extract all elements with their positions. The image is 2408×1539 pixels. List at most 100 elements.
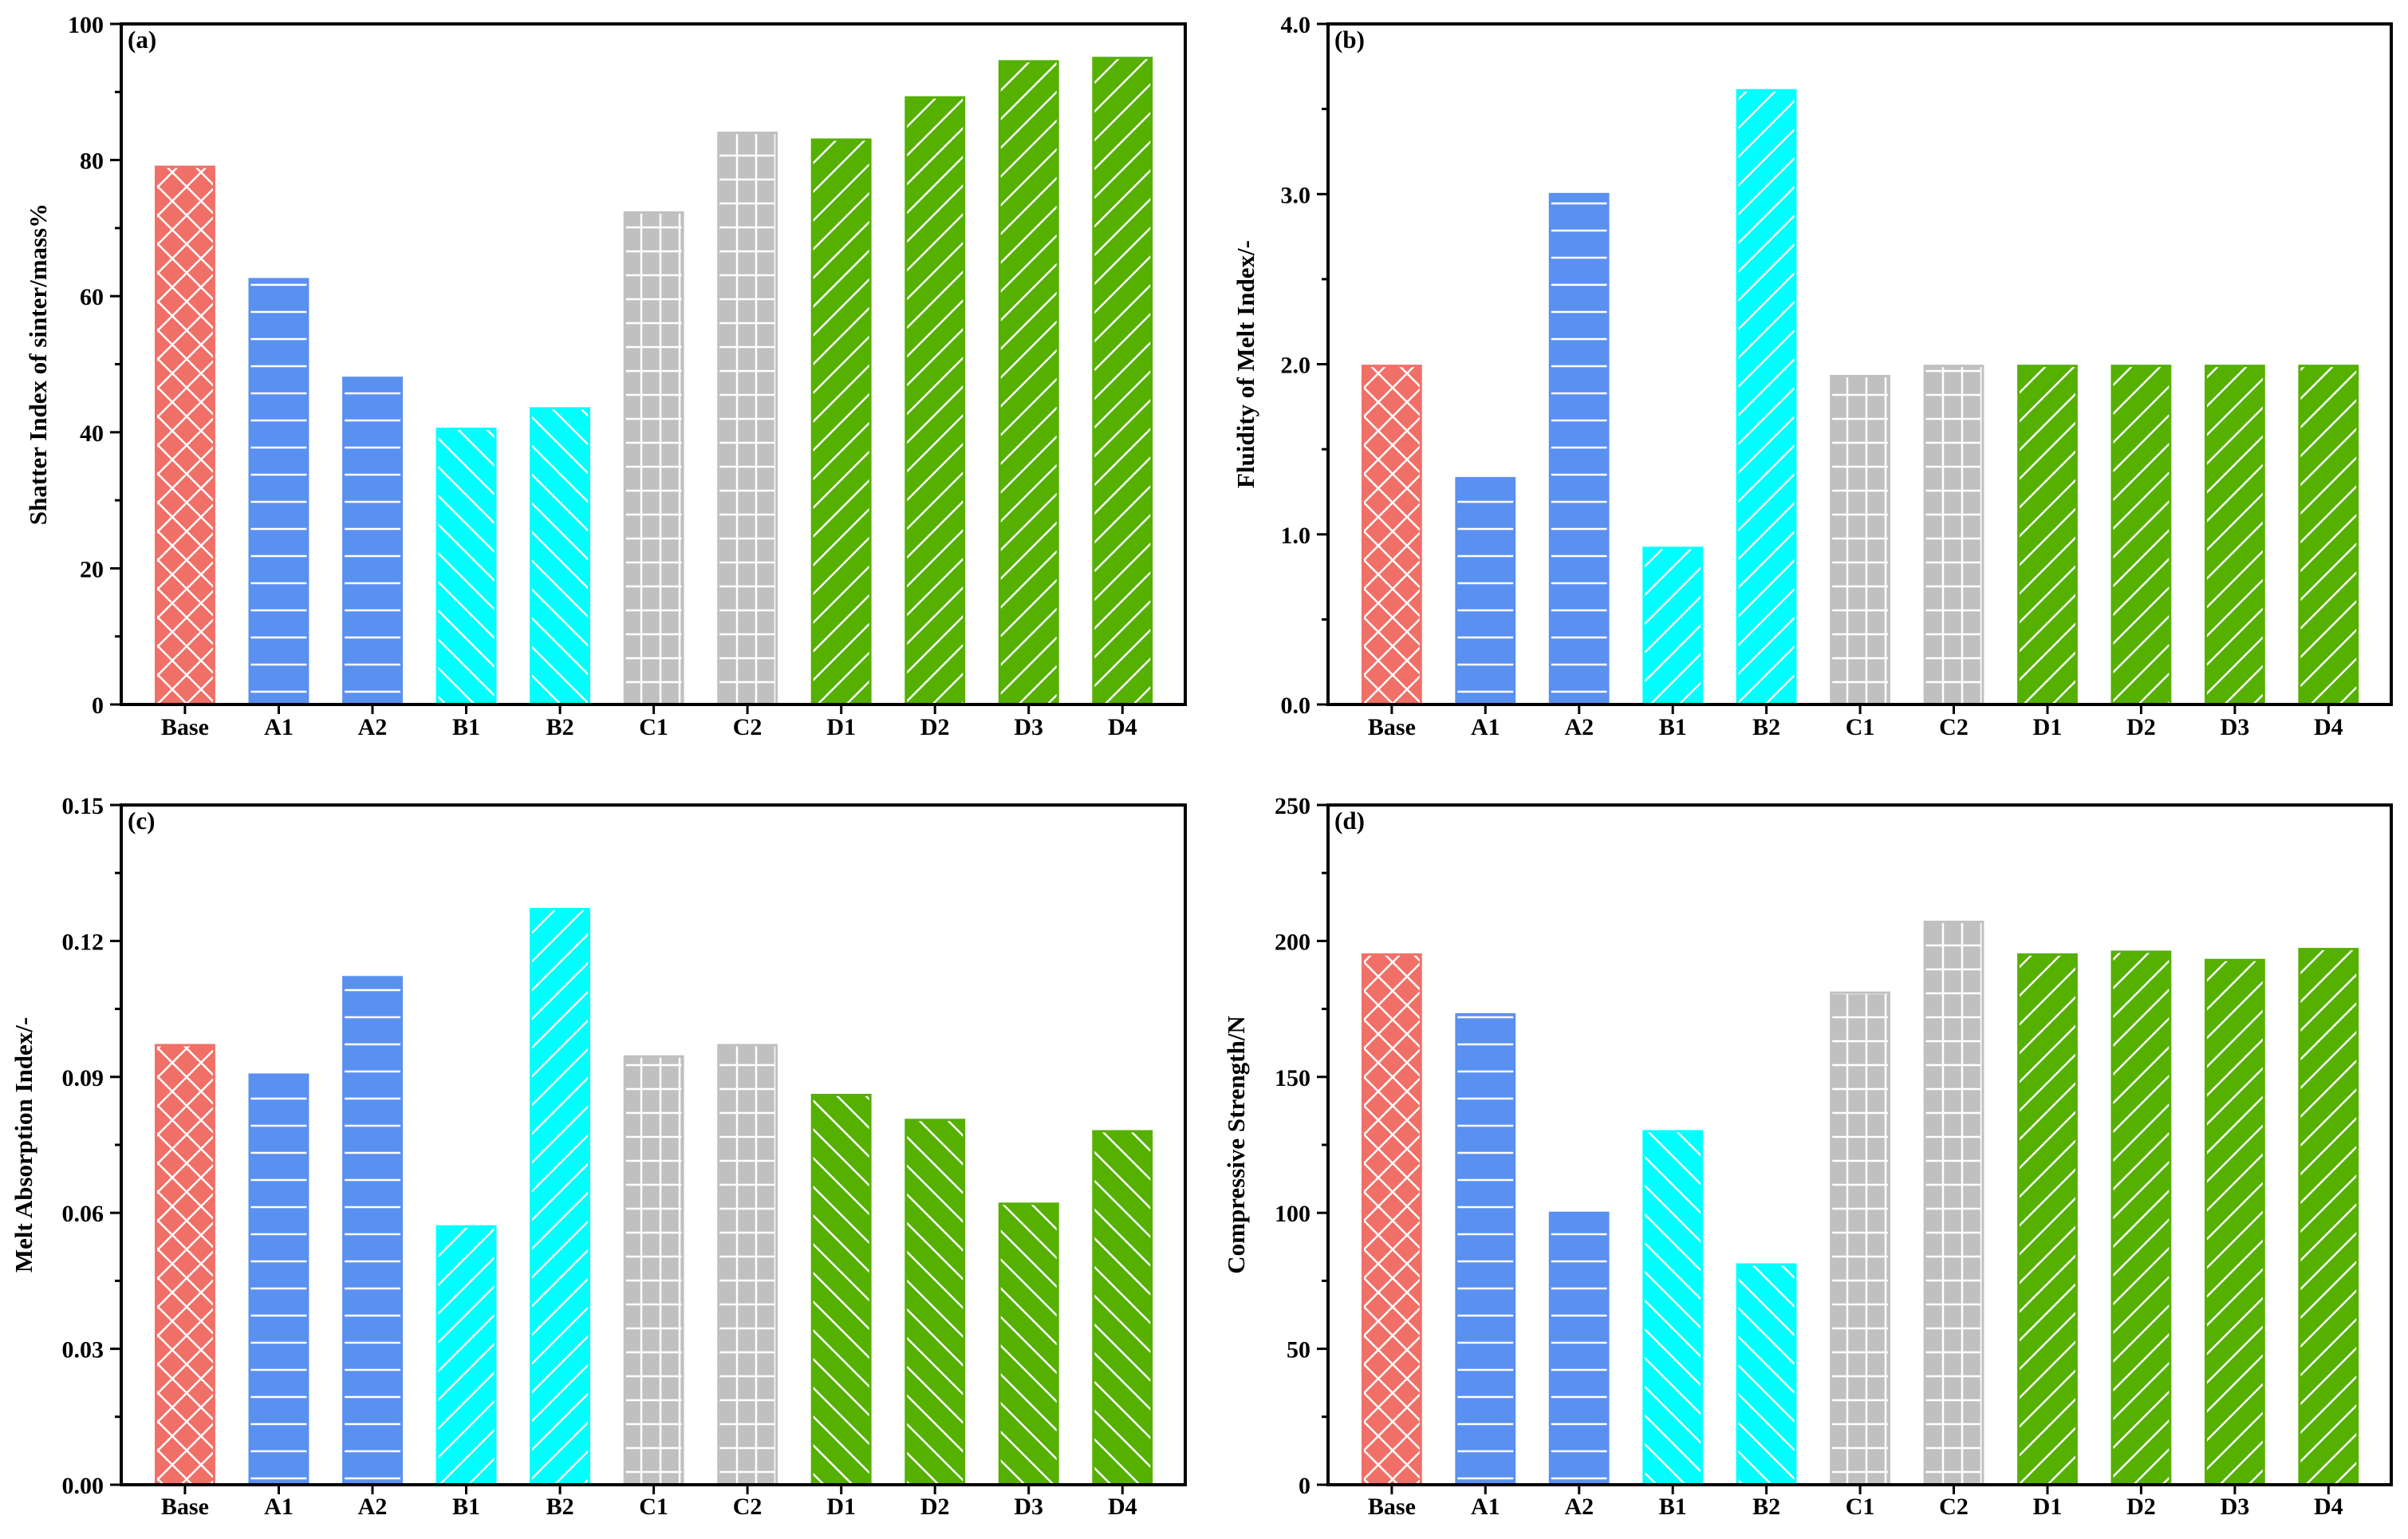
x-tick-label-c1: C1 (639, 1494, 668, 1520)
bar-d1 (2017, 953, 2078, 1486)
bar-base (155, 165, 215, 706)
y-tick-label: 50 (1287, 1337, 1310, 1363)
bar-d1 (2017, 365, 2078, 706)
bar-c2 (717, 132, 778, 706)
x-tick-label-a1: A1 (264, 1494, 294, 1520)
x-tick-label-base: Base (161, 714, 209, 740)
x-tick-label-base: Base (161, 1494, 209, 1520)
x-tick-label-d1: D1 (2033, 714, 2063, 740)
x-tick-label-d3: D3 (1014, 714, 1043, 740)
bar-a2 (1548, 1211, 1610, 1486)
x-tick-label-b2: B2 (546, 1494, 574, 1520)
x-tick-label-d2: D2 (920, 714, 950, 740)
y-tick-label: 0.15 (62, 793, 104, 819)
y-tick-label: 3.0 (1281, 182, 1311, 208)
y-tick-label: 40 (80, 420, 104, 447)
bar-b1 (1642, 547, 1704, 706)
y-tick-label: 80 (80, 148, 104, 175)
y-axis-title: Compressive Strength/N (1222, 1016, 1250, 1274)
bar-d2 (2110, 950, 2172, 1486)
bar-c1 (1830, 991, 1890, 1486)
x-tick-label-c1: C1 (1846, 714, 1875, 740)
bar-d3 (998, 1202, 1059, 1486)
x-tick-label-d4: D4 (1108, 1494, 1137, 1520)
y-axis-title: Fluidity of Melt Index/- (1232, 240, 1259, 488)
x-tick-label-c2: C2 (733, 1494, 763, 1520)
x-tick-label-c1: C1 (639, 714, 668, 740)
bar-c2 (1923, 365, 1984, 706)
bar-d3 (2205, 365, 2265, 706)
x-tick-label-b1: B1 (1659, 714, 1687, 740)
y-tick-label: 0.06 (62, 1201, 104, 1227)
bar-a2 (342, 976, 404, 1486)
x-tick-label-b2: B2 (1752, 714, 1780, 740)
bar-d2 (904, 96, 966, 706)
bar-c1 (1830, 374, 1890, 706)
bar-base (1362, 953, 1422, 1486)
x-tick-label-c2: C2 (733, 714, 763, 740)
x-tick-label-b1: B1 (452, 714, 480, 740)
x-tick-label-base: Base (1368, 714, 1416, 740)
plot-frame (1326, 803, 2393, 1486)
x-tick-label-d4: D4 (2314, 1494, 2343, 1520)
y-tick-label: 250 (1275, 793, 1310, 819)
x-tick-label-d3: D3 (1014, 1494, 1043, 1520)
bar-d1 (810, 138, 872, 706)
x-tick-label-d4: D4 (1108, 714, 1137, 740)
bar-b1 (435, 1225, 497, 1486)
x-tick-label-b1: B1 (452, 1494, 480, 1520)
y-tick-label: 4.0 (1281, 12, 1311, 38)
x-tick-label-d3: D3 (2221, 1494, 2250, 1520)
bar-d4 (1092, 57, 1153, 706)
bar-a1 (1455, 476, 1516, 706)
x-tick-label-d2: D2 (920, 1494, 950, 1520)
bar-a2 (1548, 192, 1610, 706)
bar-d4 (2298, 948, 2359, 1486)
x-tick-label-b2: B2 (1752, 1494, 1780, 1520)
plot-frame (120, 22, 1187, 706)
bar-b2 (1736, 1263, 1797, 1486)
y-tick-label: 2.0 (1281, 353, 1311, 379)
x-tick-label-d3: D3 (2221, 714, 2250, 740)
y-axis-title: Melt Absorption Index/- (10, 1017, 37, 1273)
y-tick-label: 0.09 (62, 1065, 104, 1091)
y-tick-label: 20 (80, 556, 104, 582)
bar-b2 (530, 407, 590, 706)
x-tick-label-a2: A2 (358, 714, 388, 740)
y-tick-label: 1.0 (1281, 523, 1311, 549)
x-tick-label-c1: C1 (1846, 1494, 1875, 1520)
panel-label: (b) (1334, 26, 1365, 53)
y-tick-label: 60 (80, 284, 104, 310)
x-tick-label-base: Base (1368, 1494, 1416, 1520)
x-tick-label-c2: C2 (1939, 714, 1969, 740)
bar-b2 (1736, 89, 1797, 706)
plot-frame (120, 803, 1187, 1486)
bar-c1 (623, 1055, 684, 1486)
x-tick-label-b1: B1 (1659, 1494, 1687, 1520)
bar-a1 (248, 1073, 309, 1486)
bar-a1 (248, 278, 309, 706)
x-tick-label-d1: D1 (826, 714, 856, 740)
panel-label: (d) (1334, 807, 1365, 835)
bar-d3 (998, 60, 1059, 706)
bar-c2 (1923, 921, 1984, 1486)
x-tick-label-d4: D4 (2314, 714, 2343, 740)
y-tick-label: 0.03 (62, 1337, 104, 1363)
y-tick-label: 0.0 (1281, 693, 1311, 719)
y-tick-label: 0.12 (62, 929, 104, 955)
panel-a: Base A1 A2 B1 B2 C1 C2 D1 D2 D3 D4 0 20 40 60 80 100 Shat… (24, 12, 1187, 740)
y-axis-title: Shatter Index of sinter/mass% (24, 203, 52, 525)
y-tick-label: 0.00 (62, 1473, 104, 1499)
bar-a1 (1455, 1012, 1516, 1486)
bar-d2 (2110, 365, 2172, 706)
bar-d4 (2298, 365, 2359, 706)
plot-frame (1326, 22, 2393, 706)
x-tick-label-a2: A2 (358, 1494, 388, 1520)
panel-d: Base A1 A2 B1 B2 C1 C2 D1 D2 D3 D4 0 50 100 150 200 250 C… (1222, 793, 2393, 1520)
x-tick-label-d1: D1 (2033, 1494, 2063, 1520)
bar-a2 (342, 377, 404, 706)
panel-label: (c) (128, 807, 155, 835)
y-tick-label: 200 (1275, 929, 1310, 955)
